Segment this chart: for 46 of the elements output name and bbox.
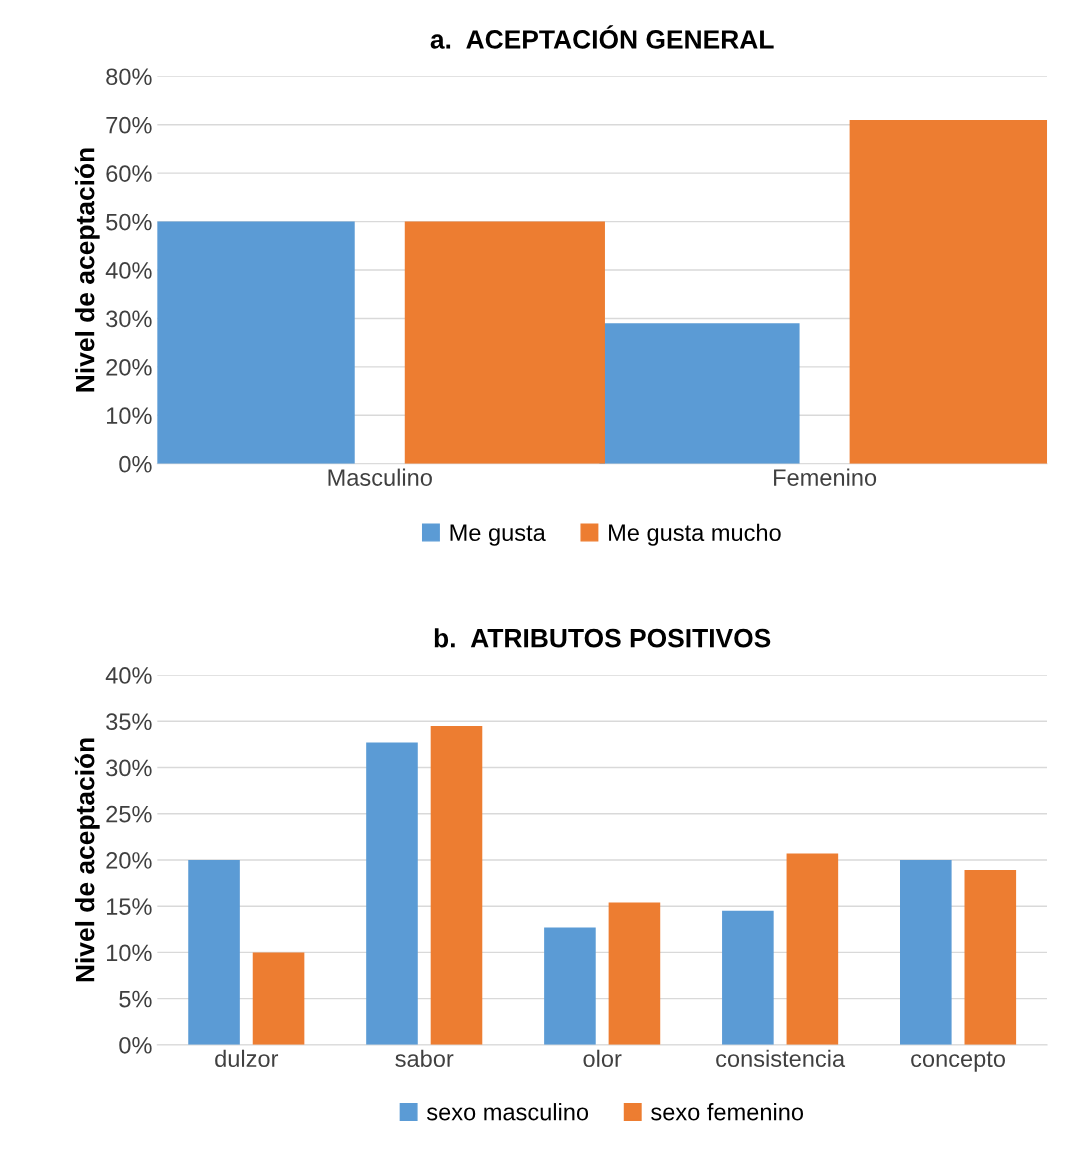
y-tick-label: 15%: [107, 898, 152, 915]
y-tick-label: 25%: [106, 805, 152, 823]
x-tick-label: Femenino: [774, 468, 877, 486]
y-tick-label: 20%: [106, 358, 152, 376]
legend-label: sexo masculino: [426, 1103, 589, 1121]
y-tick-label: 5%: [119, 990, 152, 1008]
legend-label: Me gusta mucho: [609, 523, 781, 546]
bar: [849, 119, 1048, 464]
x-tick-label: Masculino: [328, 468, 432, 486]
bar: [608, 902, 661, 1045]
y-axis-title: Nivel de aceptación: [74, 148, 100, 392]
legend-label: Me gusta: [450, 524, 546, 546]
x-tick-label: olor: [583, 1049, 622, 1068]
y-tick-label: 60%: [106, 165, 152, 182]
x-tick-label: concepto: [911, 1051, 1005, 1072]
bar: [252, 952, 305, 1045]
x-tick-label: consistencia: [716, 1049, 846, 1068]
bar: [157, 221, 355, 464]
y-tick-label: 30%: [106, 759, 152, 777]
y-tick-label: 80%: [106, 68, 152, 86]
y-axis-title: Nivel de aceptación: [74, 738, 100, 982]
y-tick-label: 40%: [105, 262, 152, 279]
y-tick-label: 10%: [107, 944, 152, 962]
bar: [964, 870, 1017, 1045]
y-tick-label: 35%: [106, 713, 152, 731]
y-tick-label: 40%: [105, 667, 152, 684]
y-tick-label: 70%: [106, 116, 152, 134]
legend-label: sexo femenino: [651, 1103, 804, 1121]
y-tick-label: 10%: [107, 407, 152, 425]
bar: [722, 910, 774, 1045]
bar: [404, 221, 605, 464]
bar: [786, 853, 839, 1045]
bar: [544, 927, 596, 1045]
y-tick-label: 0%: [119, 1036, 152, 1054]
x-tick-label: dulzor: [215, 1049, 279, 1068]
bar: [188, 859, 240, 1045]
y-tick-label: 0%: [119, 455, 152, 473]
chart-title: b. ATRIBUTOS POSITIVOS: [434, 628, 771, 648]
bar: [900, 859, 952, 1045]
x-tick-label: sabor: [395, 1049, 454, 1068]
y-tick-label: 50%: [106, 213, 152, 231]
chart-title: a. ACEPTACIÓN GENERAL: [430, 25, 774, 49]
bar: [430, 725, 483, 1045]
bar: [366, 742, 418, 1045]
y-tick-label: 20%: [106, 852, 152, 869]
y-tick-label: 30%: [106, 310, 152, 328]
